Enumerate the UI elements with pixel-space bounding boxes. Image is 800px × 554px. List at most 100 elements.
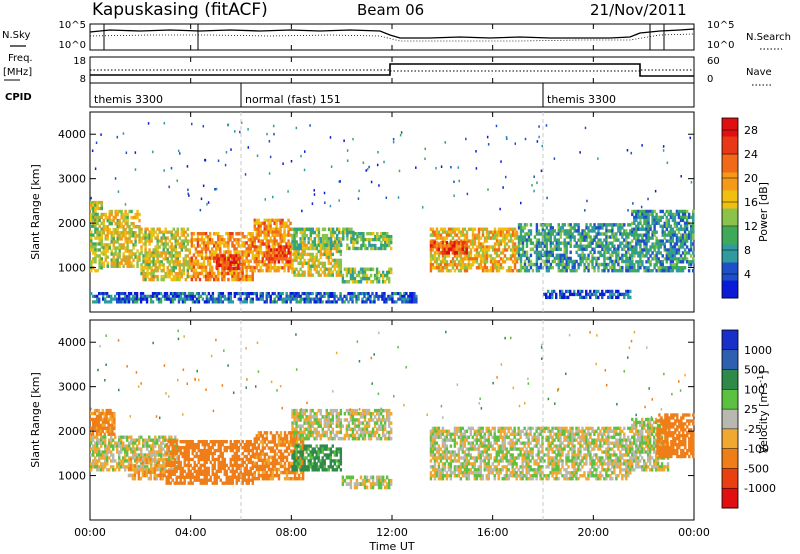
power-cell <box>487 254 491 258</box>
power-cell <box>507 233 511 237</box>
power-cell <box>309 233 313 238</box>
power-cell <box>461 266 465 270</box>
power-cell <box>269 254 272 258</box>
power-cell <box>441 266 445 270</box>
power-cell <box>295 240 298 244</box>
power-cell <box>549 229 553 233</box>
power-cell <box>317 297 320 301</box>
power-cell <box>114 209 117 214</box>
power-cell <box>551 241 554 245</box>
velocity-cell <box>91 420 95 425</box>
power-cell <box>272 124 275 128</box>
power-cell <box>557 268 560 273</box>
velocity-cell <box>128 441 131 445</box>
power-cell <box>633 269 636 273</box>
power-cell <box>158 230 161 234</box>
power-cell <box>447 263 451 267</box>
power-cell <box>387 280 391 284</box>
power-cell <box>629 262 632 267</box>
velocity-cell <box>205 475 208 479</box>
power-cell <box>235 268 238 273</box>
power-cell <box>309 252 312 257</box>
power-cell <box>273 236 276 240</box>
velocity-cell <box>213 460 216 465</box>
power-cell <box>449 227 453 231</box>
power-cell <box>152 233 155 237</box>
power-cell <box>549 235 553 239</box>
power-cell <box>161 294 165 298</box>
power-cell <box>206 271 210 276</box>
power-cell <box>266 254 269 258</box>
velocity-cell <box>108 450 111 454</box>
power-cell <box>338 237 341 241</box>
power-cell <box>360 237 363 242</box>
velocity-cell <box>91 432 95 436</box>
velocity-cell <box>102 450 105 454</box>
power-cell <box>681 266 685 270</box>
power-cell <box>275 300 278 304</box>
power-cell <box>575 241 578 245</box>
power-cell <box>645 245 648 249</box>
velocity-cell <box>209 478 212 482</box>
power-cell <box>367 297 370 301</box>
power-cell <box>323 249 326 254</box>
power-cell <box>90 292 93 296</box>
power-cell <box>323 294 326 298</box>
velocity-cell <box>211 466 214 471</box>
power-cell <box>160 277 163 282</box>
power-cell <box>549 265 553 270</box>
power-cell <box>267 233 270 237</box>
power-cell <box>589 229 592 233</box>
power-cell <box>241 253 244 257</box>
power-cell <box>188 274 192 279</box>
power-cell <box>295 246 298 251</box>
power-cell <box>331 264 335 268</box>
power-cell <box>182 245 186 249</box>
power-cell <box>629 244 632 248</box>
power-cell <box>665 209 669 214</box>
velocity-cell <box>140 435 143 439</box>
power-cell <box>202 124 205 128</box>
power-cell <box>381 294 384 298</box>
power-cell <box>195 300 199 304</box>
power-cell <box>481 266 485 270</box>
velocity-cell <box>179 472 182 476</box>
power-cell <box>263 221 266 225</box>
power-cell <box>579 241 582 245</box>
power-cell <box>116 221 119 226</box>
power-cell <box>255 233 258 237</box>
power-cell <box>265 294 268 298</box>
velocity-cell <box>116 447 119 451</box>
power-cell <box>170 254 173 258</box>
velocity-cell <box>207 472 210 476</box>
power-cell <box>259 224 262 228</box>
power-cell <box>227 292 231 296</box>
power-cell <box>495 269 499 273</box>
power-cell <box>116 212 119 217</box>
power-cell <box>321 246 325 251</box>
power-cell <box>338 180 341 183</box>
velocity-cell <box>96 462 99 466</box>
power-cell <box>215 260 219 264</box>
power-cell <box>633 218 636 223</box>
range-tick-label: 2000 <box>58 217 86 230</box>
power-cell <box>281 254 284 258</box>
power-cell <box>649 227 652 231</box>
power-cell <box>384 246 387 251</box>
power-cell <box>369 267 373 272</box>
power-cell <box>619 265 622 270</box>
power-cell <box>145 297 149 301</box>
power-cell <box>589 238 592 242</box>
power-cell <box>333 267 337 271</box>
power-cell <box>549 232 553 236</box>
velocity-cell <box>98 453 101 457</box>
power-cell <box>122 234 125 238</box>
power-cell <box>380 234 383 239</box>
power-cell <box>469 257 473 261</box>
velocity-cell <box>148 468 151 472</box>
power-cell <box>313 246 317 251</box>
power-cell <box>196 262 200 267</box>
power-cell <box>617 262 620 267</box>
power-cell <box>571 232 574 236</box>
power-cell <box>350 237 353 241</box>
